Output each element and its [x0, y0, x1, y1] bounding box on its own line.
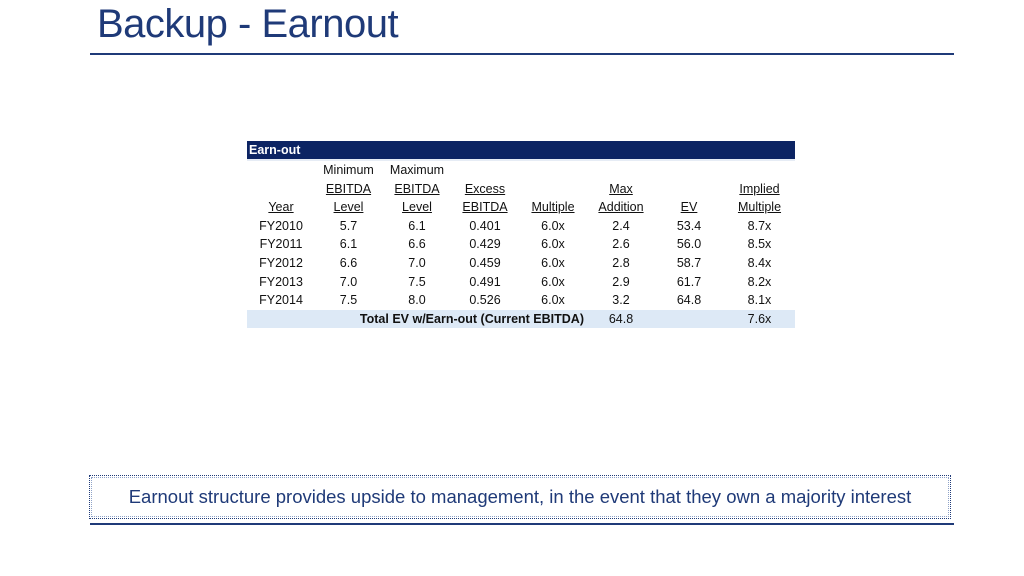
table-cell: 2.9 — [612, 274, 630, 289]
total-empty-cell — [654, 309, 724, 329]
table-cell: 6.0x — [541, 255, 565, 270]
table-cell: 5.7 — [339, 218, 358, 233]
table-cell: 8.0 — [408, 293, 426, 308]
table-cell: 6.0x — [541, 237, 565, 252]
table-cell: 61.7 — [676, 274, 702, 289]
table-cell: 8.7x — [747, 218, 772, 233]
column-header: Max — [609, 181, 633, 196]
column-header — [654, 161, 724, 180]
table-cell: 53.4 — [676, 218, 702, 233]
earnout-grid: Minimum Maximum EBITDA EBITDA Excess Max… — [247, 161, 795, 329]
table-header-bar: Earn-out — [247, 141, 795, 161]
column-header: Year — [268, 200, 294, 215]
total-implied-multiple: 7.6x — [724, 309, 795, 329]
column-header: EBITDA — [325, 181, 372, 196]
column-header: EBITDA — [462, 200, 508, 215]
column-header — [654, 180, 724, 199]
table-row: FY2014 7.5 8.0 0.526 6.0x 3.2 64.8 8.1x — [247, 291, 795, 310]
column-header — [452, 161, 518, 180]
table-cell: 7.5 — [339, 293, 358, 308]
table-cell: FY2011 — [259, 237, 303, 252]
column-header: Addition — [598, 200, 644, 215]
table-cell: 56.0 — [676, 237, 702, 252]
callout-text: Earnout structure provides upside to man… — [128, 486, 912, 507]
header-row-1: Minimum Maximum — [247, 161, 795, 180]
total-label: Total EV w/Earn-out (Current EBITDA) — [247, 309, 588, 329]
table-cell: 6.6 — [408, 237, 426, 252]
table-row: FY2012 6.6 7.0 0.459 6.0x 2.8 58.7 8.4x — [247, 254, 795, 273]
table-cell: 2.6 — [612, 237, 630, 252]
table-cell: 6.6 — [339, 255, 358, 270]
table-cell: 0.526 — [469, 293, 501, 308]
column-header: Maximum — [389, 163, 445, 177]
column-header — [247, 161, 315, 180]
table-cell: 8.5x — [747, 237, 772, 252]
column-header: Minimum — [323, 163, 374, 177]
column-header: EV — [680, 200, 698, 215]
table-cell: 8.1x — [747, 293, 772, 308]
table-row: FY2013 7.0 7.5 0.491 6.0x 2.9 61.7 8.2x — [247, 273, 795, 292]
column-header — [518, 161, 588, 180]
column-header: Level — [402, 200, 432, 215]
column-header: EBITDA — [394, 181, 440, 196]
table-cell: 6.1 — [339, 237, 358, 252]
table-cell: FY2013 — [259, 274, 303, 289]
table-cell: FY2010 — [259, 218, 303, 233]
slide-title: Backup - Earnout — [97, 2, 399, 46]
table-cell: 3.2 — [612, 293, 630, 308]
column-header — [247, 180, 315, 199]
header-row-2: EBITDA EBITDA Excess Max Implied — [247, 180, 795, 199]
table-cell: 0.429 — [469, 237, 501, 252]
header-row-3: Year Level Level EBITDA Multiple Additio… — [247, 198, 795, 217]
total-ev: 64.8 — [588, 309, 654, 329]
bottom-divider — [90, 523, 954, 525]
table-cell: FY2012 — [259, 255, 303, 270]
callout-box: Earnout structure provides upside to man… — [89, 475, 951, 519]
table-cell: 0.491 — [469, 274, 501, 289]
table-cell: 6.0x — [541, 293, 565, 308]
earnout-table: Earn-out Minimum Maximum EBITDA EBITDA E… — [247, 141, 795, 329]
table-cell: 0.459 — [469, 255, 501, 270]
column-header — [518, 180, 588, 199]
column-header: Multiple — [737, 200, 782, 215]
table-row: FY2011 6.1 6.6 0.429 6.0x 2.6 56.0 8.5x — [247, 235, 795, 254]
total-row: Total EV w/Earn-out (Current EBITDA) 64.… — [247, 309, 795, 329]
table-cell: 8.4x — [747, 255, 772, 270]
column-header: Level — [333, 200, 364, 215]
table-cell: FY2014 — [259, 293, 303, 308]
title-divider — [90, 53, 954, 55]
column-header — [724, 161, 795, 180]
table-cell: 2.4 — [612, 218, 630, 233]
table-cell: 64.8 — [676, 293, 702, 308]
table-cell: 7.5 — [408, 274, 426, 289]
table-cell: 2.8 — [612, 255, 630, 270]
table-cell: 6.0x — [541, 274, 565, 289]
table-cell: 7.0 — [339, 274, 358, 289]
column-header: Implied — [739, 181, 780, 196]
table-cell: 0.401 — [469, 218, 501, 233]
table-cell: 6.0x — [541, 218, 565, 233]
column-header: Excess — [464, 181, 506, 196]
table-cell: 8.2x — [747, 274, 772, 289]
table-cell: 7.0 — [408, 255, 426, 270]
table-cell: 58.7 — [676, 255, 702, 270]
table-row: FY2010 5.7 6.1 0.401 6.0x 2.4 53.4 8.7x — [247, 217, 795, 236]
table-cell: 6.1 — [408, 218, 426, 233]
column-header: Multiple — [531, 200, 575, 215]
column-header — [588, 161, 654, 180]
